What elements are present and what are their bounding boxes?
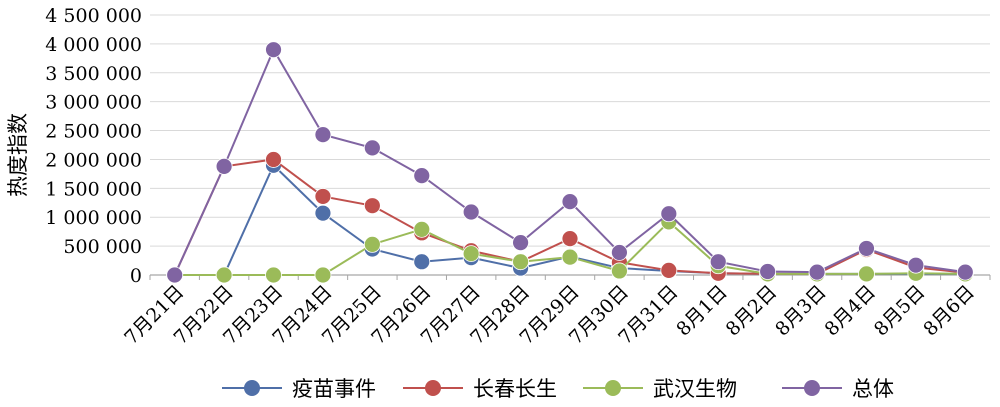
legend-item: 总体 (782, 377, 894, 401)
y-tick-label: 3 000 000 (45, 92, 142, 114)
legend-item: 疫苗事件 (222, 377, 376, 401)
legend: 疫苗事件 长春长生 武汉生物 总体 (222, 377, 894, 401)
gridlines (150, 14, 990, 247)
data-point (265, 266, 282, 284)
data-point (956, 263, 974, 281)
x-tick-labels: 7月21日7月22日7月23日7月24日7月25日7月26日7月27日7月28日… (120, 281, 979, 349)
data-point (314, 126, 332, 144)
data-point (759, 263, 777, 280)
data-point (561, 193, 579, 211)
data-point (314, 188, 332, 205)
data-point (413, 253, 431, 271)
y-tick-label: 2 000 000 (45, 149, 142, 171)
data-point (512, 234, 529, 252)
x-tick-label: 8月4日 (820, 281, 880, 341)
legend-label: 总体 (852, 377, 894, 401)
data-point (314, 204, 332, 222)
legend-item: 武汉生物 (583, 377, 737, 401)
series-lines (166, 41, 974, 284)
y-tick-label: 0 (130, 265, 142, 287)
data-point (660, 261, 678, 279)
data-point (561, 230, 579, 248)
data-point (808, 263, 826, 281)
data-point (611, 244, 628, 261)
legend-label: 疫苗事件 (292, 377, 376, 401)
data-point (858, 240, 875, 257)
y-tick-label: 4 500 000 (45, 5, 142, 27)
y-tick-label: 1 500 000 (45, 178, 142, 200)
data-point (561, 248, 579, 266)
data-point (709, 253, 727, 271)
legend-item: 长春长生 (403, 377, 557, 401)
y-tick-label: 3 500 000 (45, 63, 142, 85)
data-point (314, 266, 332, 284)
data-point (215, 157, 233, 175)
y-tick-label: 1 000 000 (45, 207, 142, 229)
y-tick-label: 4 000 000 (45, 34, 142, 56)
legend-marker (425, 380, 441, 396)
x-tick-label: 8月2日 (722, 281, 782, 341)
y-tick-label: 500 000 (63, 236, 142, 258)
legend-label: 长春长生 (473, 377, 557, 401)
data-point (858, 265, 875, 283)
data-point (363, 139, 381, 157)
data-point (512, 253, 529, 271)
data-point (462, 245, 480, 263)
y-tick-label: 2 500 000 (45, 121, 142, 143)
y-tick-labels: 0 500 000 1 000 000 1 500 000 2 000 000 2 500… (45, 5, 142, 287)
legend-label: 武汉生物 (653, 377, 737, 401)
x-tick-label: 8月1日 (672, 281, 732, 341)
x-tick-label: 8月5日 (870, 281, 930, 341)
data-point (166, 266, 184, 284)
data-point (611, 262, 628, 280)
data-point (413, 220, 431, 238)
x-tick-label: 8月3日 (771, 281, 831, 341)
data-point (265, 151, 282, 168)
data-point (413, 167, 431, 185)
data-point (363, 235, 381, 253)
x-tick-label: 8月6日 (919, 281, 979, 341)
legend-marker (804, 380, 820, 396)
data-point (907, 256, 925, 274)
data-point (660, 205, 678, 223)
data-point (265, 41, 282, 59)
series-3 (166, 41, 974, 284)
legend-marker (244, 380, 260, 396)
data-point (363, 197, 381, 215)
data-point (462, 203, 480, 221)
data-point (215, 266, 233, 284)
legend-marker (605, 380, 621, 396)
y-axis-label: 热度指数 (6, 113, 30, 197)
